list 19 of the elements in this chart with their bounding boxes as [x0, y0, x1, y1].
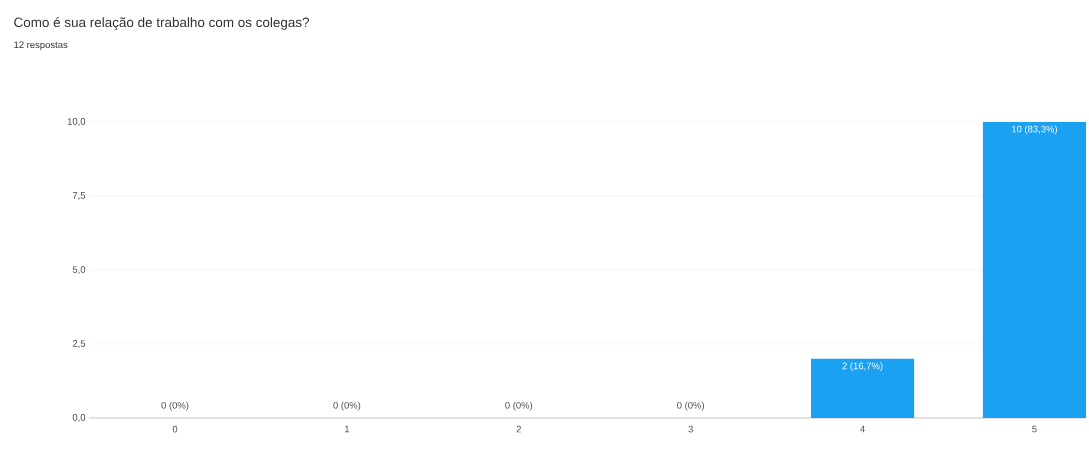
chart-subtitle: 12 respostas	[14, 41, 68, 50]
x-tick-label: 0	[172, 425, 178, 433]
y-tick-label: 2,5	[72, 340, 86, 348]
data-label: 2 (16,7%)	[842, 362, 883, 372]
data-label: 0 (0%)	[333, 401, 361, 411]
x-tick-label: 1	[344, 425, 350, 433]
y-tick-label: 5,0	[72, 266, 86, 274]
y-tick-label: 7,5	[72, 192, 86, 200]
y-tick-label: 0,0	[72, 414, 86, 422]
x-tick-label: 4	[860, 425, 865, 433]
data-label: 0 (0%)	[677, 401, 705, 411]
chart-title: Como é sua relação de trabalho com os colegas?	[14, 17, 310, 30]
y-tick-label: 10,0	[67, 118, 86, 126]
x-tick-label: 2	[516, 425, 521, 433]
data-label: 10 (83,3%)	[1012, 125, 1057, 135]
data-label: 0 (0%)	[505, 401, 533, 411]
data-label: 0 (0%)	[161, 401, 189, 411]
x-tick-label: 3	[688, 425, 693, 433]
x-tick-label: 5	[1032, 425, 1037, 433]
